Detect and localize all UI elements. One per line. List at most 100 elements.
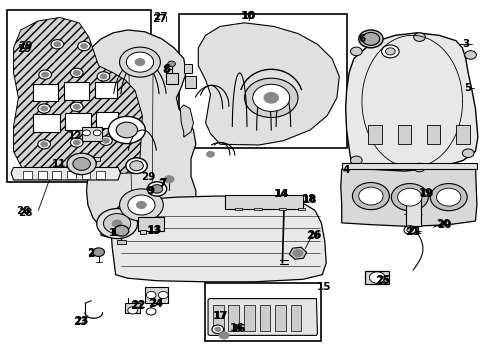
Text: 5: 5 (464, 83, 471, 93)
Bar (23, 171, 32, 179)
Circle shape (206, 152, 214, 157)
Text: 4: 4 (342, 165, 349, 175)
Bar (368, 125, 381, 144)
Circle shape (146, 292, 156, 298)
Circle shape (214, 327, 220, 332)
Text: 14: 14 (273, 189, 288, 199)
Bar (117, 240, 125, 244)
Circle shape (413, 163, 425, 172)
Circle shape (108, 116, 145, 144)
Bar (33, 114, 60, 132)
Text: 1: 1 (108, 228, 116, 238)
Circle shape (381, 45, 398, 58)
Text: 7: 7 (158, 179, 165, 189)
Bar (234, 207, 242, 210)
Text: 21: 21 (406, 226, 421, 236)
Bar (244, 305, 254, 331)
Polygon shape (14, 18, 142, 176)
Bar (137, 217, 164, 231)
Text: 3: 3 (461, 39, 468, 49)
Circle shape (244, 78, 297, 117)
Bar (185, 76, 196, 88)
Text: 24: 24 (148, 298, 163, 308)
Bar (179, 14, 346, 148)
Text: 20: 20 (436, 219, 450, 229)
Bar (67, 171, 76, 179)
Text: 17: 17 (213, 311, 228, 321)
Text: 2: 2 (87, 248, 94, 258)
Circle shape (397, 188, 421, 206)
Text: 22: 22 (130, 301, 144, 311)
Circle shape (82, 130, 90, 136)
Circle shape (390, 184, 427, 211)
Bar (365, 271, 388, 284)
Text: 10: 10 (242, 11, 256, 21)
Bar (165, 73, 178, 84)
Polygon shape (207, 298, 317, 336)
Circle shape (151, 185, 163, 193)
Bar (63, 82, 89, 100)
Circle shape (464, 51, 475, 59)
Text: 18: 18 (302, 195, 317, 204)
Text: 24: 24 (147, 299, 162, 309)
Bar (81, 171, 90, 179)
Bar (275, 305, 285, 331)
Text: 13: 13 (147, 225, 162, 235)
Circle shape (252, 84, 289, 111)
Circle shape (119, 189, 163, 221)
Circle shape (39, 70, 51, 79)
Bar (96, 171, 105, 179)
Text: 13: 13 (146, 226, 161, 236)
Text: 29: 29 (19, 41, 33, 51)
Text: 19: 19 (418, 188, 432, 198)
Bar (7, 10, 150, 182)
Polygon shape (111, 196, 325, 282)
Bar (397, 125, 410, 144)
Bar (144, 287, 168, 303)
Circle shape (158, 292, 168, 298)
Polygon shape (345, 33, 477, 171)
Polygon shape (340, 164, 476, 226)
Circle shape (41, 106, 47, 111)
Circle shape (70, 68, 83, 77)
Text: 16: 16 (229, 323, 244, 333)
Circle shape (41, 72, 48, 77)
Circle shape (167, 61, 175, 67)
Polygon shape (180, 105, 193, 137)
Bar (254, 207, 261, 210)
Bar (125, 303, 140, 313)
Circle shape (406, 228, 412, 232)
Circle shape (126, 52, 153, 72)
Circle shape (100, 136, 112, 145)
Circle shape (38, 140, 50, 149)
Circle shape (352, 183, 388, 210)
Bar (426, 125, 440, 144)
Text: 17: 17 (212, 311, 226, 321)
Text: 8: 8 (163, 64, 170, 74)
Text: 8: 8 (162, 65, 169, 75)
Text: 20: 20 (437, 220, 451, 230)
Circle shape (436, 188, 460, 206)
Circle shape (41, 142, 47, 147)
Circle shape (97, 72, 110, 81)
Circle shape (350, 156, 362, 165)
Bar (228, 305, 239, 331)
Bar (52, 171, 61, 179)
Bar (259, 305, 270, 331)
Text: 1: 1 (110, 228, 118, 238)
Circle shape (119, 47, 160, 77)
Bar (96, 112, 118, 128)
Bar (64, 113, 91, 130)
Text: 15: 15 (316, 282, 330, 292)
Circle shape (136, 202, 146, 208)
Bar (38, 171, 46, 179)
Circle shape (135, 59, 144, 66)
Polygon shape (289, 247, 306, 259)
Text: 26: 26 (306, 230, 321, 240)
Circle shape (264, 93, 278, 103)
Bar (297, 207, 305, 210)
Circle shape (93, 130, 101, 136)
Circle shape (147, 182, 166, 196)
Circle shape (73, 104, 80, 109)
Circle shape (81, 44, 87, 49)
